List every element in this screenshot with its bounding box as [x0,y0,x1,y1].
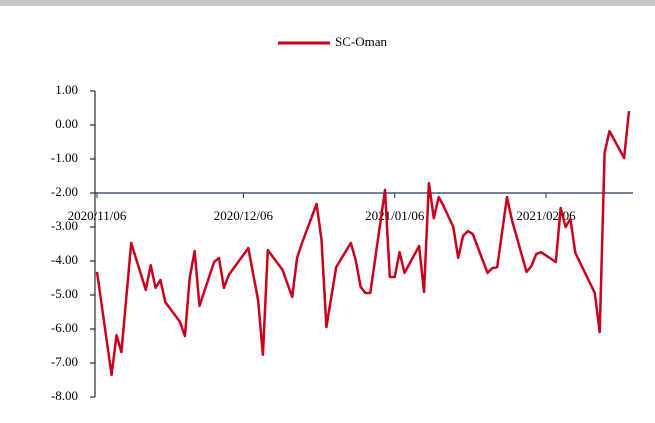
top-bar [0,0,655,6]
y-tick-label: -6.00 [51,320,78,335]
x-tick-label: 2021/01/06 [365,208,425,223]
x-tick-label: 2020/12/06 [214,208,274,223]
x-tick-label: 2020/11/06 [68,208,127,223]
y-tick-label: -2.00 [51,184,78,199]
legend-label: SC-Oman [335,34,388,49]
y-tick-label: 0.00 [55,116,78,131]
data-line [95,110,631,377]
y-tick-label: 1.00 [55,82,78,97]
y-tick-label: -1.00 [51,150,78,165]
x-tick-label: 2021/02/06 [516,208,576,223]
y-tick-label: -4.00 [51,252,78,267]
y-tick-label: -5.00 [51,286,78,301]
y-tick-label: -3.00 [51,218,78,233]
y-tick-label: -8.00 [51,388,78,403]
y-tick-label: -7.00 [51,354,78,369]
